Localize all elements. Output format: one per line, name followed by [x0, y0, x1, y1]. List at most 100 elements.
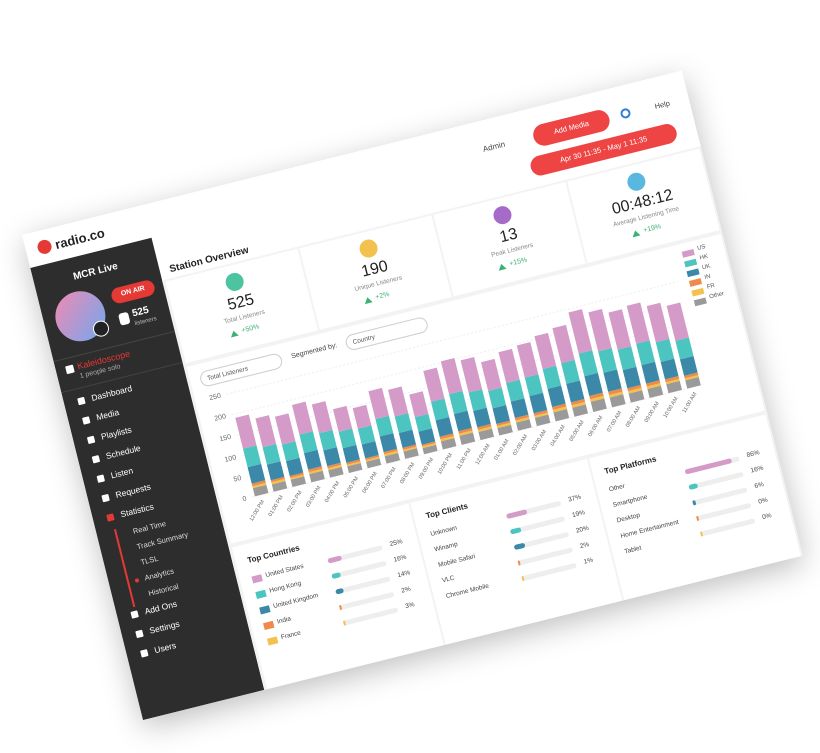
grid-line: [226, 281, 678, 395]
bar-segment: [308, 468, 323, 475]
bar-segment: [291, 401, 313, 435]
grid-line: [241, 342, 694, 457]
grid-line: [236, 322, 689, 436]
row-value: 20%: [575, 524, 590, 535]
bar-segment: [627, 387, 643, 394]
bar-segment: [332, 405, 353, 432]
row-name: Winamp: [433, 540, 459, 554]
row-name: VLC: [441, 574, 456, 585]
bar-segment: [453, 410, 472, 432]
menu-item[interactable]: Users: [153, 640, 178, 656]
x-tick-label: 08:00 PM: [399, 461, 416, 485]
bar-segment: [365, 456, 380, 462]
bar-segment: [481, 358, 502, 392]
bar-segment: [309, 470, 325, 483]
menu-item[interactable]: Settings: [148, 618, 181, 636]
menu-item[interactable]: Add Ons: [143, 598, 179, 617]
y-tick-label: 250: [209, 393, 222, 403]
bar-segment: [242, 445, 262, 468]
bar-segment: [394, 413, 413, 434]
x-tick-label: 10:00 AM: [663, 396, 680, 419]
bar-segment: [665, 378, 680, 385]
row-name: France: [280, 629, 302, 642]
bar-segment: [328, 466, 344, 478]
menu-icon: [140, 649, 149, 658]
menu-item[interactable]: Schedule: [104, 442, 142, 462]
bar-segment: [262, 443, 281, 465]
row-value: 2%: [400, 585, 412, 595]
menu-item[interactable]: Listen: [109, 465, 135, 481]
stat-change: +2%: [374, 290, 391, 302]
bar-segment: [274, 413, 296, 445]
bar-segment: [685, 377, 701, 389]
row-value: 16%: [392, 553, 408, 564]
bar-segment: [628, 390, 645, 403]
bar-segment: [440, 435, 455, 442]
menu-item[interactable]: Playlists: [99, 424, 133, 442]
panel-title: Top Countries: [246, 543, 301, 565]
x-tick-label: 11:00 AM: [682, 391, 699, 414]
bar-segment: [252, 484, 269, 497]
bar-segment: [589, 392, 604, 400]
bar-segment: [347, 463, 363, 473]
menu-item[interactable]: Statistics: [119, 501, 155, 520]
row-name: United Kingdom: [272, 592, 320, 611]
bar-segment: [422, 443, 437, 449]
on-air-button[interactable]: ON AIR: [109, 278, 157, 305]
legend-swatch: [684, 258, 698, 268]
bar-fill: [513, 542, 526, 551]
bar-segment: [384, 452, 401, 464]
submenu-item[interactable]: TLSL: [139, 553, 160, 567]
bar-segment: [646, 383, 661, 389]
speaker-icon: [65, 364, 75, 375]
bar-segment: [430, 398, 450, 421]
x-tick-label: 09:00 PM: [418, 457, 435, 481]
bar-segment: [409, 391, 429, 418]
submenu-item[interactable]: Analytics: [143, 566, 175, 583]
menu-item[interactable]: Media: [95, 406, 121, 423]
bar-segment: [578, 350, 598, 377]
bar-segment: [318, 429, 337, 451]
y-tick-label: 100: [224, 454, 237, 464]
menu-item[interactable]: Dashboard: [90, 383, 134, 403]
bar-segment: [516, 419, 532, 431]
bar-segment: [361, 441, 379, 459]
bar-segment: [566, 380, 585, 403]
bar-segment: [365, 455, 380, 461]
bar-segment: [684, 374, 699, 381]
bar-segment: [384, 450, 399, 457]
legend-swatch: [693, 297, 707, 307]
bar-segment: [506, 379, 525, 402]
bar-segment: [435, 416, 454, 437]
submenu-item[interactable]: Real Time: [131, 518, 167, 536]
bar-segment: [421, 441, 436, 447]
bar-segment: [534, 332, 557, 370]
panel-title: Top Platforms: [603, 454, 658, 476]
help-link[interactable]: Help: [653, 98, 671, 111]
bar-segment: [534, 412, 549, 418]
menu-item[interactable]: Requests: [114, 481, 152, 500]
bar-segment: [327, 462, 342, 469]
row-name: Smartphone: [612, 493, 649, 509]
x-tick-label: 02:00 AM: [512, 433, 529, 456]
settings-icon[interactable]: [619, 107, 632, 120]
legend-label: IN: [703, 273, 712, 282]
bar-segment: [588, 308, 612, 352]
bar-segment: [655, 338, 675, 363]
row-value: 0%: [761, 512, 773, 522]
bar-segment: [423, 367, 445, 402]
active-dot: [134, 578, 140, 583]
admin-link[interactable]: Admin: [481, 139, 507, 154]
submenu-item[interactable]: Historical: [147, 581, 180, 598]
row-value: 25%: [389, 538, 404, 549]
bar-segment: [468, 389, 487, 411]
bar-segment: [375, 415, 394, 437]
x-tick-label: 06:00 PM: [362, 471, 379, 495]
x-tick-label: 04:00 PM: [324, 480, 341, 504]
bar-segment: [308, 466, 323, 473]
x-tick-label: 01:00 PM: [268, 494, 285, 518]
submenu-line: [113, 529, 136, 608]
legend-label: Other: [708, 290, 725, 301]
row-name: India: [276, 615, 292, 626]
